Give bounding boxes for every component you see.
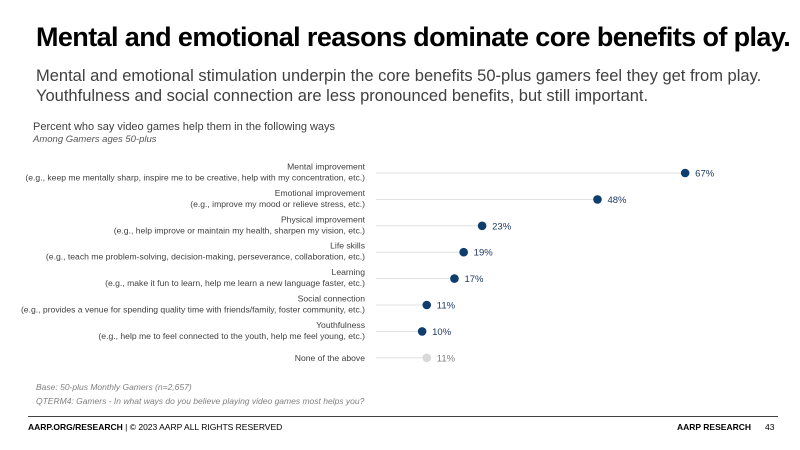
data-point: [477, 221, 487, 231]
category-detail: (e.g., help improve or maintain my healt…: [114, 225, 365, 235]
data-label: 11%: [437, 301, 456, 312]
category-label: Social connection: [298, 294, 366, 304]
base-note: Base: 50-plus Monthly Gamers (n=2,657): [36, 382, 192, 392]
question-note: QTERM4: Gamers - In what ways do you bel…: [36, 396, 365, 406]
data-point: [593, 195, 602, 204]
data-label: 23%: [492, 221, 512, 232]
slide-title: Mental and emotional reasons dominate co…: [36, 22, 791, 52]
data-point: [422, 353, 432, 363]
data-point: [450, 274, 459, 283]
data-label: 48%: [607, 195, 627, 206]
category-detail: (e.g., make it fun to learn, help me lea…: [105, 278, 365, 288]
category-detail: (e.g., provides a venue for spending qua…: [21, 305, 365, 315]
data-label: 10%: [432, 327, 452, 338]
category-detail: (e.g., improve my mood or relieve stress…: [190, 199, 365, 209]
data-point: [417, 327, 427, 336]
chart-title: Percent who say video games help them in…: [33, 121, 336, 133]
data-label: 67%: [695, 169, 715, 180]
footer-rights: | © 2023 AARP ALL RIGHTS RESERVED: [122, 422, 283, 432]
category-label: Emotional improvement: [275, 188, 366, 198]
category-label: None of the above: [295, 353, 365, 363]
category-label: Life skills: [330, 241, 365, 251]
data-point: [459, 247, 468, 257]
footer-copyright: AARP.ORG/RESEARCH | © 2023 AARP ALL RIGH…: [28, 422, 282, 432]
data-point: [422, 300, 432, 310]
data-label: 19%: [474, 248, 494, 259]
data-label: 11%: [437, 353, 456, 364]
category-detail: (e.g., keep me mentally sharp, inspire m…: [25, 173, 365, 183]
category-label: Physical improvement: [281, 214, 366, 224]
footer-divider: [28, 416, 778, 417]
chart-subtitle: Among Gamers ages 50-plus: [33, 134, 157, 145]
category-label: Youthfulness: [316, 320, 365, 330]
category-label: Mental improvement: [287, 162, 365, 172]
slide-subtitle: Mental and emotional stimulation underpi…: [36, 67, 762, 105]
page-number: 43: [765, 422, 775, 432]
data-label: 17%: [464, 274, 484, 285]
category-label: Learning: [332, 267, 366, 277]
footer-brand: AARP RESEARCH: [677, 422, 751, 432]
category-detail: (e.g., help me to feel connected to the …: [98, 331, 365, 341]
footer-site-link[interactable]: AARP.ORG/RESEARCH: [28, 422, 123, 432]
data-point: [680, 168, 690, 178]
category-detail: (e.g., teach me problem-solving, decisio…: [46, 252, 365, 262]
dot-plot-chart: Mental improvement(e.g., keep me mentall…: [21, 162, 715, 365]
